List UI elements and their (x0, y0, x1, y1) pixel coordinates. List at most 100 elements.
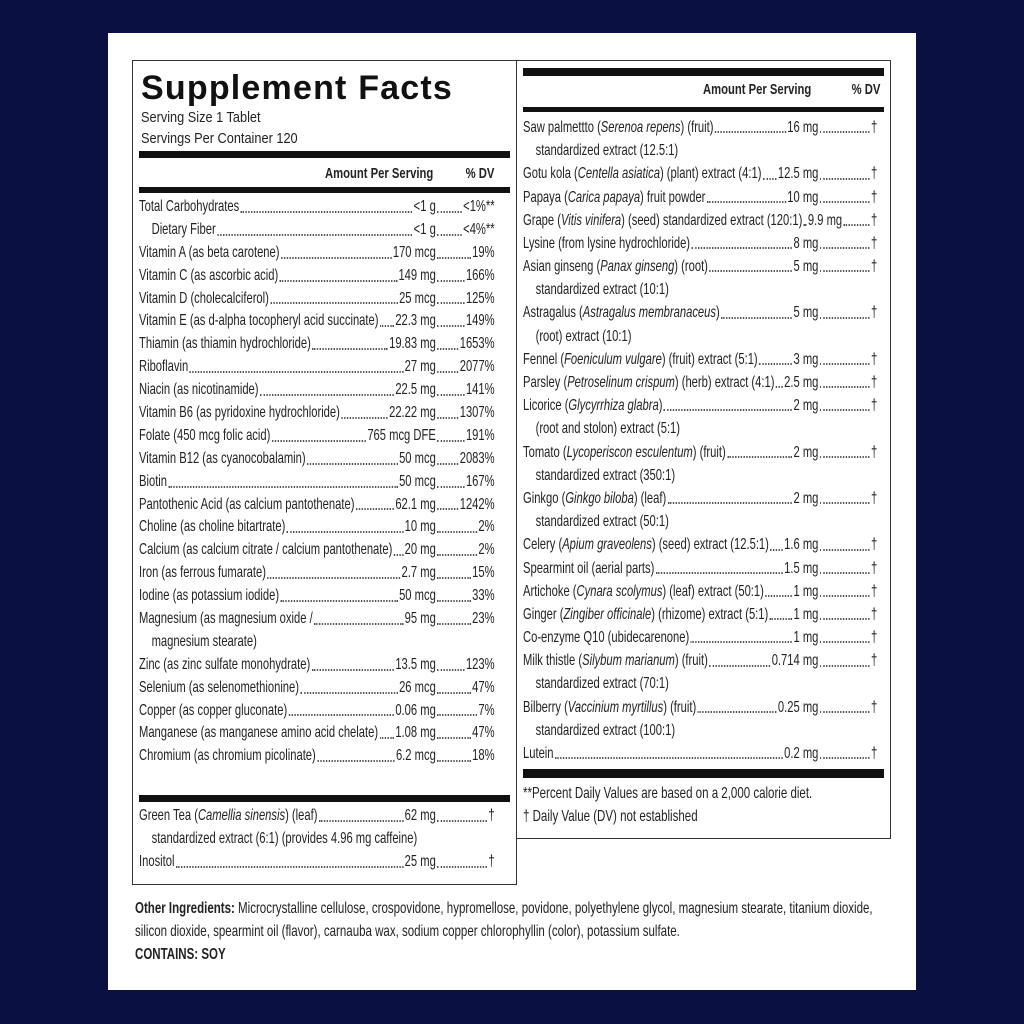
ingredient-name: Niacin (as nicotinamide) (139, 381, 259, 399)
daily-value: † (818, 557, 877, 580)
name-part: ) fruit powder (640, 188, 706, 206)
dot-leader (318, 819, 404, 822)
name-part: Papaya ( (523, 188, 568, 206)
name-part: ) (rhizome) extract (5:1) (651, 605, 769, 623)
name-part: Asian ginseng ( (523, 258, 601, 276)
name-part: Milk thistle ( (523, 652, 583, 670)
daily-value-text: 2% (478, 541, 495, 559)
dot-leader (279, 279, 398, 282)
amount: 12.5 mg (777, 165, 819, 183)
dot-leader (267, 577, 401, 580)
table-row: Licorice (Glycyrrhiza glabra) 2 mg † (523, 394, 877, 417)
table-row: Tomato (Lycoperiscon esculentum) (fruit)… (523, 441, 877, 464)
daily-value-text: † (870, 582, 878, 600)
dot-leader (655, 571, 783, 574)
ingredient-name: Iodine (as potassium iodide) (139, 587, 280, 605)
dot-leader (307, 462, 398, 465)
ingredient-name: Selenium (as selenomethionine) (139, 678, 300, 696)
dot-leader (769, 618, 793, 621)
name-part: Tomato ( (523, 443, 567, 461)
table-row: Celery (Apium graveolens) (seed) extract… (523, 533, 877, 556)
amount: 149 mg (398, 266, 436, 284)
divider (139, 151, 510, 158)
daily-value-text: 19% (472, 243, 495, 261)
name-part: Gotu kola ( (523, 165, 578, 183)
amount: 0.06 mg (395, 701, 436, 719)
amount: 16 mg (787, 118, 819, 136)
ingredient-name: Bilberry (Vaccinium myrtillus) (fruit) (523, 696, 696, 719)
ingredient-name: Licorice (Glycyrrhiza glabra) (523, 394, 662, 417)
table-row: Lutein 0.2 mg † (523, 742, 877, 765)
daily-value: 18% (436, 745, 495, 768)
name-part: Saw palmettto ( (523, 118, 601, 136)
amount: 8 mg (793, 234, 819, 252)
table-row: Spearmint oil (aerial parts) 1.5 mg † (523, 557, 877, 580)
table-row: Parsley (Petroselinum crispum) (herb) ex… (523, 371, 877, 394)
daily-value: 1242% (436, 494, 495, 517)
dot-leader (437, 819, 487, 822)
dot-leader (189, 371, 404, 374)
daily-value-text: <4%** (463, 220, 495, 238)
name-part: Ginkgo ( (523, 489, 566, 507)
daily-value: <1%** (436, 196, 495, 219)
ingredient-name: Biotin (139, 472, 168, 490)
daily-value-text: † (870, 536, 878, 554)
ingredient-name: Dietary Fiber (151, 220, 216, 238)
serving-size: Serving Size 1 Tablet (141, 109, 261, 126)
table-row: Gotu kola (Centella asiatica) (plant) ex… (523, 162, 877, 185)
ingredient-name: Iron (as ferrous fumarate) (139, 564, 266, 582)
name-part: Bilberry ( (523, 698, 568, 716)
daily-value: † (436, 805, 495, 828)
daily-value-text: † (488, 852, 495, 870)
dot-leader (819, 363, 870, 366)
amount: 2.5 mg (784, 374, 819, 392)
table-row: Folate (450 mcg folic acid) 765 mcg DFE 19… (139, 425, 495, 448)
daily-value-text: † (870, 397, 878, 415)
amount: 3 mg (793, 350, 819, 368)
name-part: ) (leaf) (633, 489, 667, 507)
dot-leader (437, 531, 478, 534)
dot-leader (437, 348, 459, 351)
name-part: Ginger ( (523, 605, 564, 623)
ingredient-name: Fennel (Foeniculum vulgare) (fruit) extr… (523, 348, 758, 371)
table-row: Artichoke (Cynara scolymus) (leaf) extra… (523, 580, 877, 603)
ingredient-name: Chromium (as chromium picolinate) (139, 747, 316, 765)
daily-value-text: † (870, 304, 878, 322)
dot-leader (259, 394, 394, 397)
dot-leader (819, 455, 870, 458)
other-ingredients: Other Ingredients: Microcrystalline cell… (135, 897, 877, 966)
nutrient-list: Total Carbohydrates <1 g <1%** Dietary Fibe… (139, 196, 495, 768)
daily-value-text: † (870, 652, 878, 670)
table-row: Vitamin E (as d-alpha tocopheryl acid su… (139, 310, 495, 333)
daily-value: † (818, 696, 877, 719)
latin-name: Zingiber officinale (563, 605, 652, 623)
daily-value: † (818, 580, 877, 603)
divider (523, 107, 884, 112)
ingredient-name: Vitamin D (cholecalciferol) (139, 289, 269, 307)
ingredient-name: Thiamin (as thiamin hydrochloride) (139, 335, 311, 353)
table-row: Bilberry (Vaccinium myrtillus) (fruit) 0.… (523, 696, 877, 719)
dot-leader (168, 485, 398, 488)
table-row: Vitamin B6 (as pyridoxine hydrochloride)… (139, 402, 495, 425)
name-part: ) (fruit) (663, 698, 697, 716)
dot-leader (240, 210, 413, 213)
dot-leader (355, 508, 394, 511)
ingredient-name: Vitamin B6 (as pyridoxine hydrochloride) (139, 404, 340, 421)
dot-leader (437, 508, 459, 511)
daily-value: 2083% (436, 448, 495, 471)
latin-name: Ginkgo biloba (565, 489, 634, 507)
amount: 2 mg (793, 489, 819, 507)
amount: 22.5 mg (395, 381, 436, 399)
daily-value: 23% (436, 608, 495, 631)
daily-value-text: † (870, 745, 878, 763)
amount: 22.3 mg (395, 312, 436, 330)
name-part: Astragalus ( (523, 304, 583, 322)
dot-leader (314, 622, 404, 625)
daily-value: † (818, 371, 877, 394)
dot-leader (819, 502, 870, 505)
name-part: ) (fruit) (674, 652, 708, 670)
daily-value: 149% (436, 310, 495, 333)
ingredient-name: Parsley (Petroselinum crispum) (herb) ex… (523, 371, 774, 394)
amount: 0.2 mg (784, 745, 819, 763)
daily-value-text: 1307% (459, 404, 495, 421)
